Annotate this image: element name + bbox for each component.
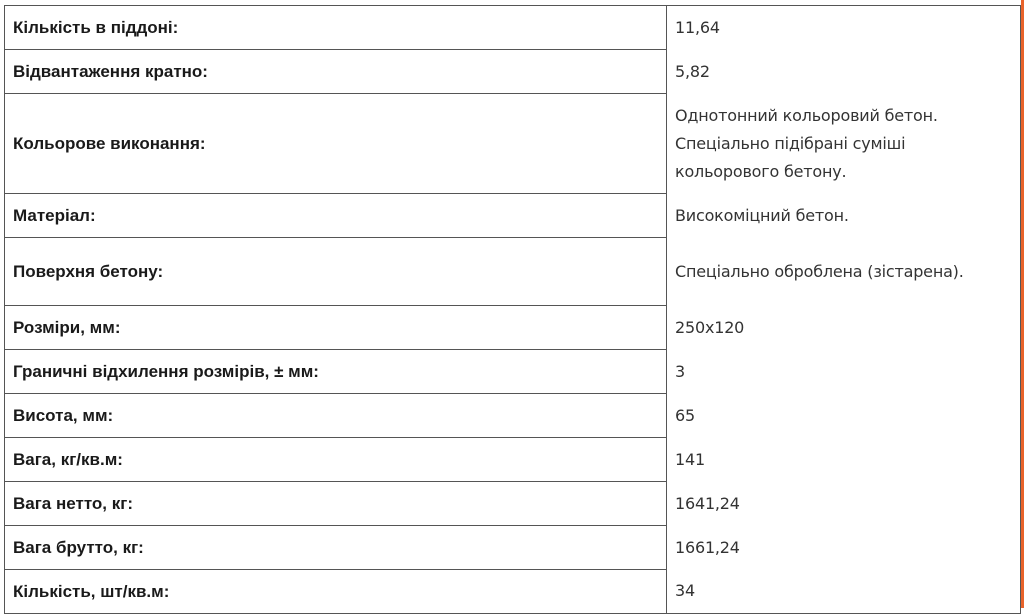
spec-value: 1641,24 xyxy=(666,481,1021,526)
table-row: Вага, кг/кв.м: 141 xyxy=(4,437,1021,482)
table-row: Кількість в піддоні: 11,64 xyxy=(4,5,1021,50)
spec-value: 3 xyxy=(666,349,1021,394)
spec-value: 34 xyxy=(666,569,1021,614)
spec-label: Висота, мм: xyxy=(4,393,667,438)
table-row: Граничні відхилення розмірів, ± мм: 3 xyxy=(4,349,1021,394)
spec-value: 250x120 xyxy=(666,305,1021,350)
table-row: Висота, мм: 65 xyxy=(4,393,1021,438)
spec-value: Спеціально оброблена (зістарена). xyxy=(666,237,1021,306)
spec-label: Вага брутто, кг: xyxy=(4,525,667,570)
spec-label: Граничні відхилення розмірів, ± мм: xyxy=(4,349,667,394)
table-row: Кількість, шт/кв.м: 34 xyxy=(4,569,1021,614)
spec-value: 5,82 xyxy=(666,49,1021,94)
spec-value: 11,64 xyxy=(666,5,1021,50)
spec-label: Кількість в піддоні: xyxy=(4,5,667,50)
spec-value: 141 xyxy=(666,437,1021,482)
spec-label: Матеріал: xyxy=(4,193,667,238)
table-row: Відвантаження кратно: 5,82 xyxy=(4,49,1021,94)
spec-label: Відвантаження кратно: xyxy=(4,49,667,94)
spec-label: Вага, кг/кв.м: xyxy=(4,437,667,482)
table-row: Поверхня бетону: Спеціально оброблена (зі… xyxy=(4,237,1021,306)
table-row: Вага брутто, кг: 1661,24 xyxy=(4,525,1021,570)
table-row: Вага нетто, кг: 1641,24 xyxy=(4,481,1021,526)
spec-label: Поверхня бетону: xyxy=(4,237,667,306)
accent-border xyxy=(1021,0,1024,608)
spec-value: 1661,24 xyxy=(666,525,1021,570)
table-row: Кольорове виконання: Однотонний кольорови… xyxy=(4,93,1021,194)
spec-label: Вага нетто, кг: xyxy=(4,481,667,526)
table-row: Розміри, мм: 250x120 xyxy=(4,305,1021,350)
spec-value: 65 xyxy=(666,393,1021,438)
spec-label: Розміри, мм: xyxy=(4,305,667,350)
spec-value: Високоміцний бетон. xyxy=(666,193,1021,238)
table-row: Матеріал: Високоміцний бетон. xyxy=(4,193,1021,238)
product-specs-table: Кількість в піддоні: 11,64 Відвантаження к… xyxy=(4,5,1021,614)
spec-label: Кольорове виконання: xyxy=(4,93,667,194)
spec-value: Однотонний кольоровий бетон. Спеціально … xyxy=(666,93,1021,194)
spec-label: Кількість, шт/кв.м: xyxy=(4,569,667,614)
